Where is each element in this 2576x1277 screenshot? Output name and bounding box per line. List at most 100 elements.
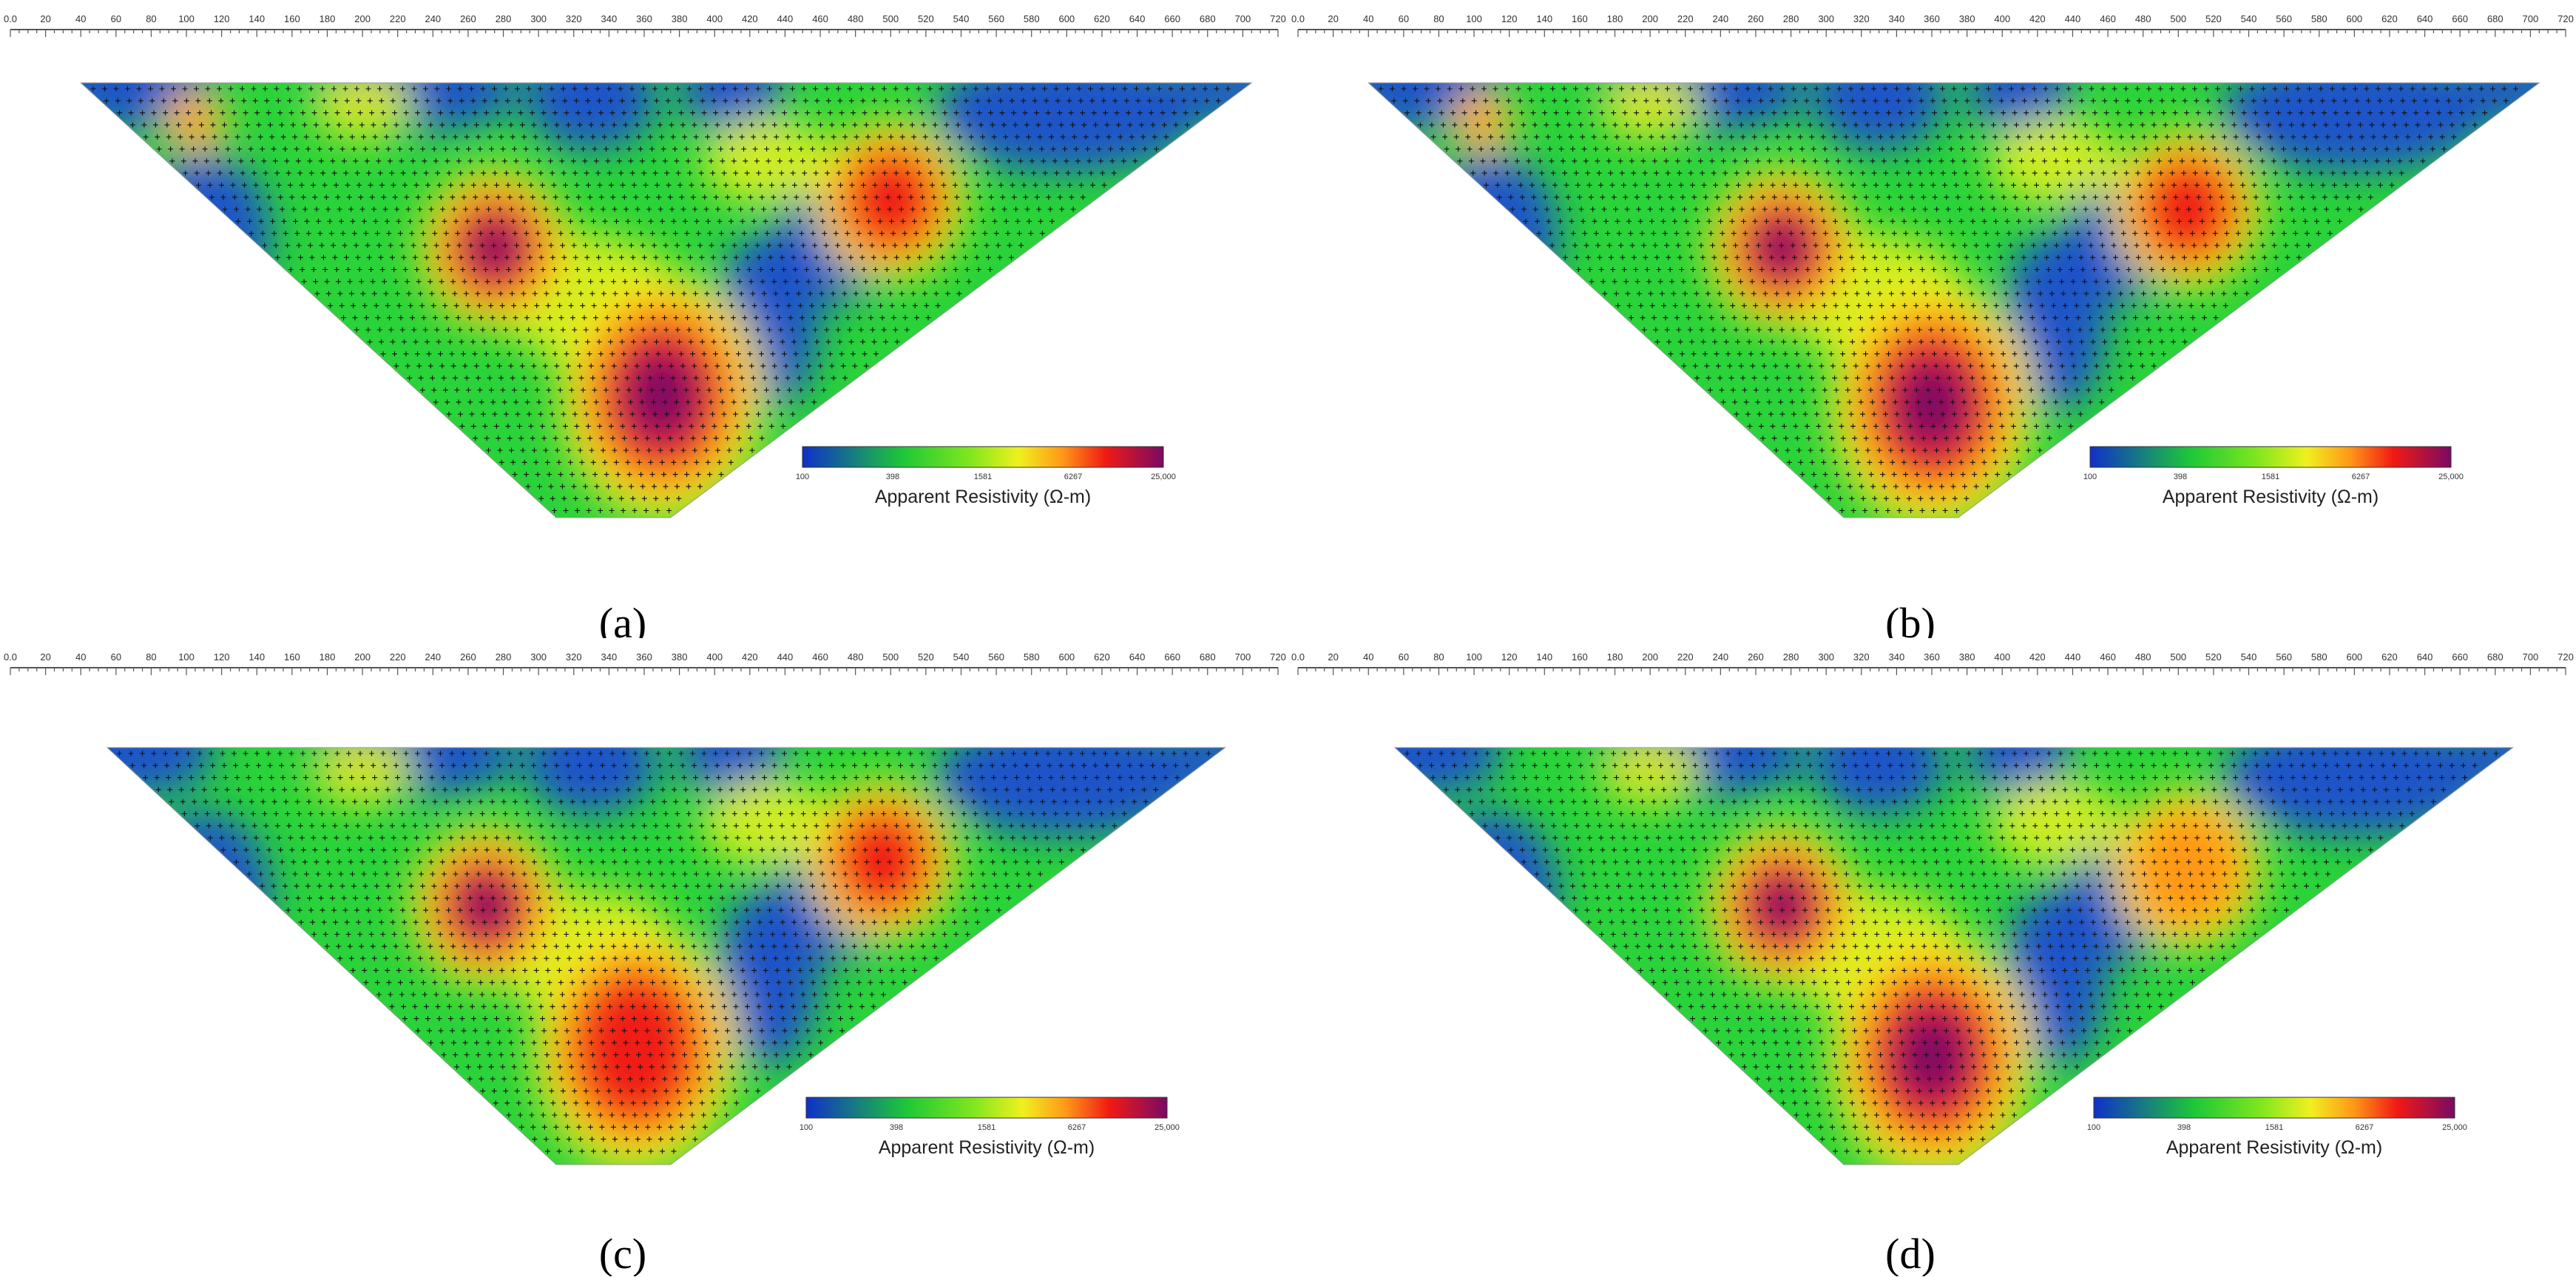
x-axis: 0.0 20 40 60 80 100 120 140 160 180 200 220 240 260 28… — [4, 651, 1286, 675]
x-tick-label: 260 — [460, 651, 476, 663]
colorbar-tick-label: 6267 — [2352, 472, 2370, 481]
x-tick-label: 620 — [1094, 651, 1110, 663]
x-tick-label: 560 — [2276, 651, 2292, 663]
panel-d: 0.0 20 40 60 80 100 120 140 160 180 200 220 240 260 28… — [1288, 638, 2575, 1276]
x-axis: 0.0 20 40 60 80 100 120 140 160 180 200 220 240 260 28… — [1291, 651, 2574, 675]
x-tick-label: 120 — [214, 651, 230, 663]
pseudosection-chart-a: 0.0 20 40 60 80 100 120 140 160 180 200 220 240 260 28… — [4, 13, 1286, 638]
x-tick-label: 240 — [425, 13, 441, 24]
colorbar-tick-label: 100 — [799, 1123, 813, 1132]
section-outline — [106, 747, 1227, 1165]
x-tick-label: 720 — [1270, 13, 1286, 24]
low-resistivity-zone — [524, 83, 658, 149]
resistivity-anomaly — [1830, 281, 2034, 518]
x-tick-label: 620 — [2381, 13, 2398, 24]
low-resistivity-zone — [1158, 748, 1226, 785]
x-tick-label: 400 — [1994, 651, 2010, 663]
x-tick-label: 300 — [1818, 651, 1834, 663]
panel-label-b: (b) — [1885, 599, 1936, 638]
x-tick-label: 80 — [146, 13, 156, 24]
x-tick-label: 220 — [390, 651, 406, 663]
colorbar-tick-label: 100 — [2087, 1123, 2100, 1132]
x-tick-label: 200 — [1642, 13, 1658, 24]
x-tick-label: 660 — [1164, 651, 1180, 663]
x-tick-label: 120 — [214, 13, 230, 24]
moderate-resistivity-zone — [311, 83, 415, 142]
x-tick-label: 520 — [918, 651, 934, 663]
measurement-point-crosses — [117, 751, 1211, 1154]
x-tick-label: 180 — [320, 13, 336, 24]
x-tick-label: 540 — [953, 651, 970, 663]
x-tick-label: 440 — [2065, 651, 2081, 663]
colorbar-tick-label: 100 — [2083, 472, 2097, 481]
x-tick-label: 140 — [249, 13, 265, 24]
x-tick-label: 0.0 — [4, 13, 17, 24]
x-axis: 0.0 20 40 60 80 100 120 140 160 180 200 220 240 260 28… — [1291, 13, 2574, 37]
x-tick-label: 660 — [2452, 651, 2468, 663]
x-tick-label: 400 — [1994, 13, 2010, 24]
x-tick-label: 40 — [75, 651, 86, 663]
x-tick-label: 720 — [1270, 651, 1286, 663]
x-tick-label: 380 — [672, 651, 688, 663]
x-tick-label: 320 — [566, 651, 582, 663]
x-tick-label: 560 — [2276, 13, 2292, 24]
measurement-point-crosses — [1404, 751, 2499, 1154]
x-tick-label: 40 — [1363, 13, 1373, 24]
x-tick-label: 340 — [1889, 651, 1905, 663]
low-resistivity-zone — [137, 812, 271, 975]
x-tick-label: 720 — [2558, 651, 2574, 663]
x-tick-label: 420 — [2029, 651, 2046, 663]
colorbar-tick-label: 398 — [2174, 472, 2187, 481]
x-tick-label: 160 — [284, 651, 300, 663]
x-tick-label: 200 — [354, 651, 371, 663]
x-tick-label: 140 — [1536, 13, 1552, 24]
colorbar-tick-label: 1581 — [2262, 472, 2279, 481]
x-tick-label: 200 — [1642, 651, 1658, 663]
x-tick-label: 700 — [2523, 651, 2539, 663]
x-tick-label: 100 — [1466, 651, 1482, 663]
section-outline — [1393, 747, 2515, 1165]
colorbar-tick-label: 6267 — [2356, 1123, 2373, 1132]
low-resistivity-zone — [137, 153, 271, 316]
resistivity-anomaly — [419, 167, 570, 329]
colorbar: 100 398 1581 6267 25,000 Apparent Resistivity… — [799, 1097, 1180, 1158]
colorbar: 100 398 1581 6267 25,000 Apparent Resistivity… — [2083, 446, 2464, 507]
section-outline — [1367, 82, 2540, 518]
moderate-resistivity-zone — [1988, 778, 2122, 867]
low-resistivity-zone — [2221, 748, 2488, 836]
x-tick-label: 60 — [1399, 651, 1409, 663]
x-tick-label: 260 — [460, 13, 476, 24]
low-resistivity-zone — [2446, 748, 2513, 785]
x-tick-label: 240 — [1712, 13, 1728, 24]
x-tick-label: 300 — [530, 13, 547, 24]
resistivity-anomaly — [1830, 932, 2034, 1165]
x-tick-label: 300 — [1818, 13, 1834, 24]
panel-label-d: (d) — [1885, 1230, 1936, 1276]
low-resistivity-zone — [1424, 153, 1558, 316]
x-tick-label: 240 — [425, 651, 441, 663]
x-tick-label: 280 — [496, 13, 512, 24]
x-tick-label: 700 — [2523, 13, 2539, 24]
colorbar: 100 398 1581 6267 25,000 Apparent Resistivity… — [2087, 1097, 2467, 1158]
x-tick-label: 640 — [1129, 13, 1146, 24]
x-tick-label: 220 — [390, 13, 406, 24]
resistivity-anomaly — [2112, 787, 2262, 949]
x-tick-label: 560 — [988, 13, 1004, 24]
x-tick-label: 600 — [1058, 651, 1075, 663]
x-tick-label: 240 — [1712, 651, 1728, 663]
x-tick-label: 180 — [320, 651, 336, 663]
x-tick-label: 580 — [1024, 13, 1040, 24]
low-resistivity-zone — [1968, 83, 2072, 135]
x-tick-label: 500 — [2170, 13, 2186, 24]
x-tick-label: 300 — [530, 651, 547, 663]
low-resistivity-zone — [680, 748, 785, 799]
x-tick-label: 460 — [2100, 651, 2116, 663]
colorbar-tick-label: 100 — [796, 472, 809, 481]
moderate-resistivity-zone — [700, 778, 834, 867]
colorbar-ramp — [2089, 446, 2452, 468]
x-tick-label: 480 — [2135, 13, 2151, 24]
x-tick-label: 160 — [284, 13, 300, 24]
x-tick-label: 340 — [1889, 13, 1905, 24]
x-tick-label: 20 — [40, 651, 50, 663]
x-tick-label: 380 — [672, 13, 688, 24]
